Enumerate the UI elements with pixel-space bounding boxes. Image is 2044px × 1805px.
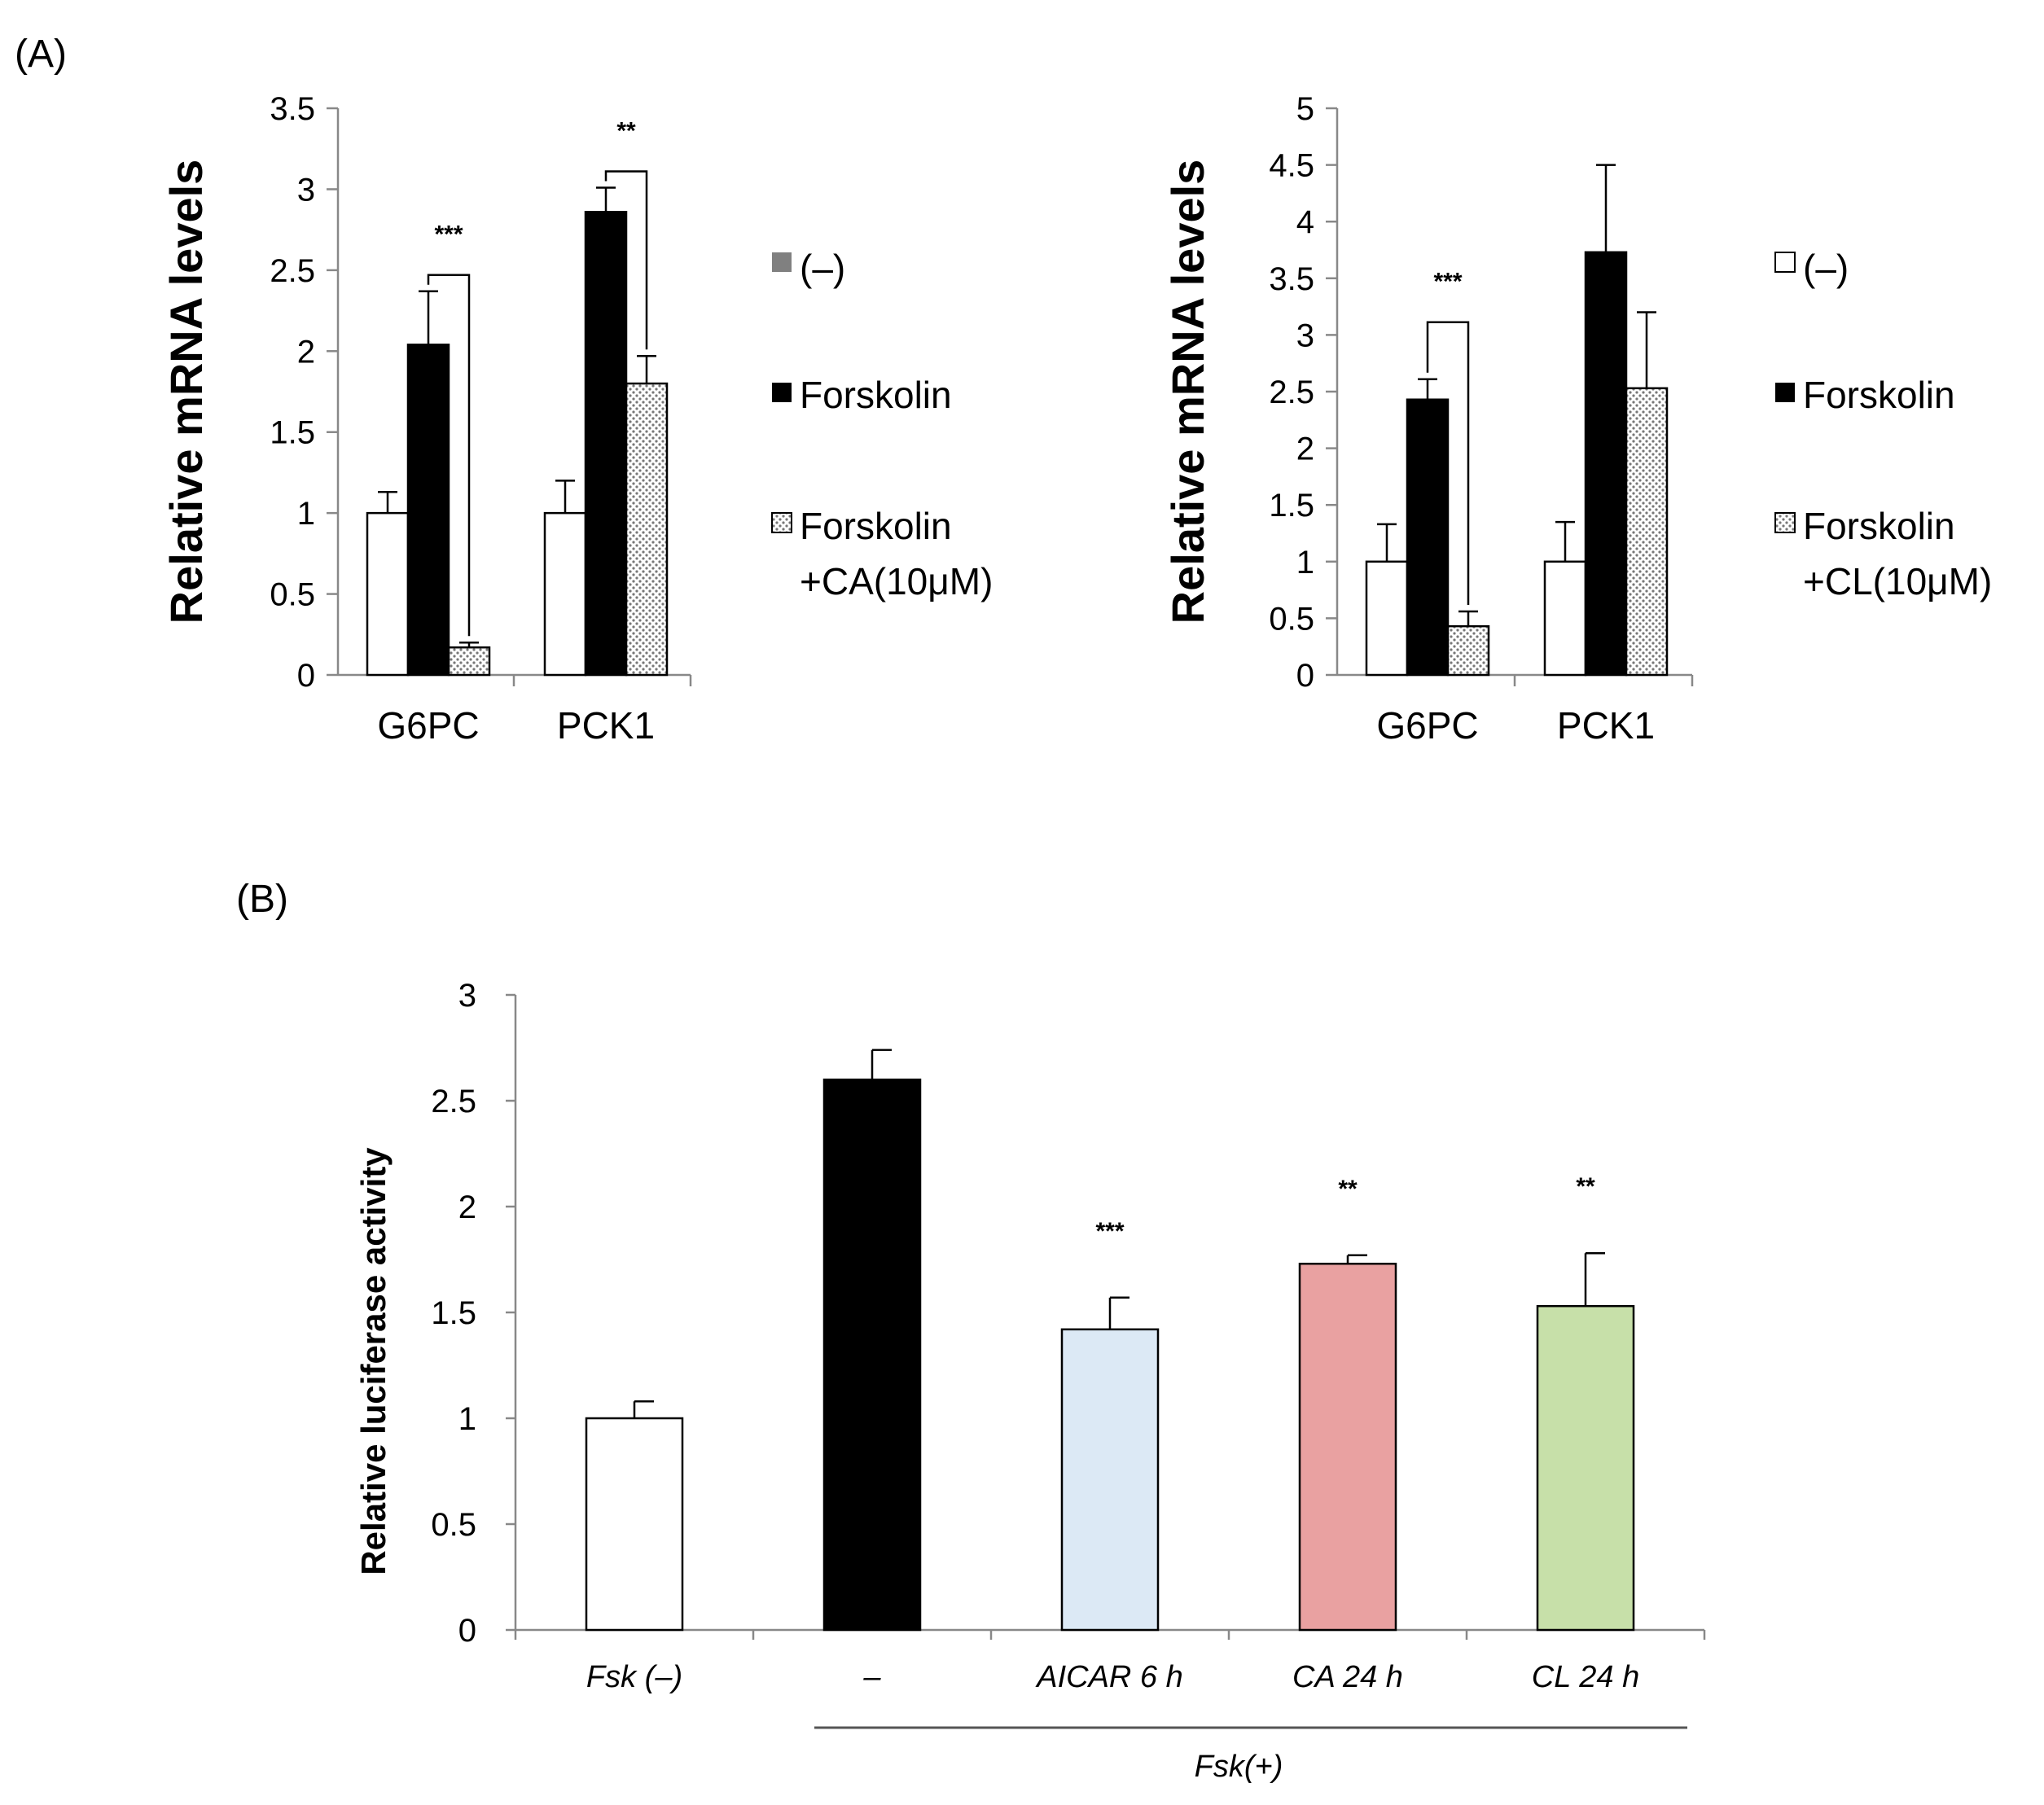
- legend-label-cl-dose: +CL(10μM): [1803, 560, 1992, 602]
- bar: [1625, 387, 1669, 677]
- legend-swatch-forskolin-cl: [1774, 512, 1796, 533]
- y-tick-label: 1.5: [431, 1295, 476, 1331]
- y-tick-label: 3.5: [1269, 261, 1314, 297]
- legend-swatch-forskolin-ca: [771, 512, 792, 533]
- significance-label: ***: [1095, 1218, 1124, 1245]
- legend-label-control: (–): [800, 247, 845, 289]
- legend-swatch-forskolin: [1775, 383, 1795, 402]
- x-category-label: Fsk (–): [586, 1660, 682, 1694]
- y-tick-label: 5: [1296, 91, 1314, 127]
- bar: [584, 211, 628, 677]
- x-category-label: CA 24 h: [1292, 1660, 1403, 1694]
- x-category-label: PCK1: [557, 704, 655, 747]
- bar: [1536, 1304, 1635, 1632]
- significance-bracket: [604, 170, 648, 350]
- significance-label: **: [616, 117, 636, 144]
- legend-label-forskolin: Forskolin: [800, 374, 952, 416]
- y-tick-label: 0.5: [270, 577, 315, 613]
- significance-label: ***: [434, 221, 463, 248]
- x-category-label: CL 24 h: [1532, 1660, 1639, 1694]
- legend-label-control: (–): [1803, 247, 1849, 289]
- legend-a-right: (–) Forskolin Forskolin +CL(10μM): [1774, 247, 1992, 602]
- significance-label: **: [1576, 1173, 1595, 1200]
- y-tick-label: 0.5: [1269, 601, 1314, 637]
- y-tick-label: 0: [458, 1613, 476, 1649]
- y-tick-label: 4: [1296, 204, 1314, 240]
- y-tick-label: 1: [458, 1401, 476, 1437]
- significance-label: **: [1338, 1176, 1358, 1203]
- bar: [406, 344, 450, 677]
- bar: [1584, 251, 1628, 677]
- x-category-label: PCK1: [1557, 704, 1655, 747]
- legend-swatch-control: [1774, 252, 1796, 273]
- bar: [543, 511, 587, 677]
- x-category-label: G6PC: [377, 704, 479, 747]
- y-tick-label: 2.5: [270, 253, 315, 289]
- significance-bracket: [427, 274, 471, 637]
- y-tick-label: 1: [1296, 545, 1314, 580]
- y-tick-label: 0: [1296, 658, 1314, 694]
- bar: [1298, 1262, 1397, 1632]
- bar: [1543, 560, 1587, 677]
- bar: [366, 511, 410, 677]
- group-label: Fsk(+): [1195, 1750, 1283, 1784]
- bar: [1406, 398, 1450, 677]
- y-tick-label: 3: [297, 172, 315, 208]
- chart-b: 0 0.5 1 1.5 2 2.5 3 Relative luciferase activit…: [354, 978, 1706, 1784]
- bar: [625, 382, 669, 677]
- legend-swatch-control: [772, 252, 792, 272]
- x-category-label: AICAR 6 h: [1035, 1660, 1183, 1694]
- chart-a-left: 0 0.5 1 1.5 2 2.5 3 3.5 Relative mRNA levels G6PC…: [160, 91, 692, 747]
- bar: [1365, 560, 1409, 677]
- bar: [1446, 624, 1490, 677]
- legend-label-forskolin-cl: Forskolin: [1803, 505, 1955, 547]
- y-tick-label: 3.5: [270, 91, 315, 127]
- y-axis-label: Relative mRNA levels: [1162, 160, 1213, 624]
- bar: [1060, 1328, 1160, 1632]
- significance-label: ***: [1433, 269, 1462, 296]
- legend-label-ca-dose: +CA(10μM): [800, 560, 993, 602]
- x-category-label: –: [862, 1660, 881, 1694]
- bar: [585, 1417, 684, 1632]
- y-tick-label: 4.5: [1269, 148, 1314, 184]
- legend-a-left: (–) Forskolin Forskolin +CA(10μM): [771, 247, 993, 602]
- y-tick-label: 3: [1296, 318, 1314, 353]
- y-axis-label: Relative mRNA levels: [160, 160, 212, 624]
- legend-label-forskolin-ca: Forskolin: [800, 505, 952, 547]
- y-tick-label: 0.5: [431, 1507, 476, 1543]
- y-tick-label: 0: [297, 658, 315, 694]
- y-tick-label: 1.5: [1269, 488, 1314, 524]
- y-axis-label: Relative luciferase activity: [354, 1147, 393, 1575]
- y-tick-label: 3: [458, 978, 476, 1014]
- y-tick-label: 2: [458, 1189, 476, 1225]
- x-category-label: G6PC: [1376, 704, 1478, 747]
- y-tick-label: 2: [1296, 432, 1314, 467]
- y-tick-label: 1: [297, 496, 315, 532]
- legend-label-forskolin: Forskolin: [1803, 374, 1955, 416]
- chart-a-right: 0 0.5 1 1.5 2 2.5 3 3.5 4 4.5 5 Relative mRNA level…: [1162, 91, 1694, 747]
- y-tick-label: 2.5: [1269, 375, 1314, 410]
- panel-label-a: (A): [15, 33, 67, 76]
- bar: [822, 1078, 922, 1632]
- y-tick-label: 2: [297, 334, 315, 370]
- bar: [447, 646, 491, 677]
- y-tick-label: 1.5: [270, 415, 315, 451]
- legend-swatch-forskolin: [772, 383, 792, 402]
- panel-label-b: (B): [236, 878, 288, 921]
- y-tick-label: 2.5: [431, 1084, 476, 1119]
- significance-bracket: [1426, 321, 1470, 606]
